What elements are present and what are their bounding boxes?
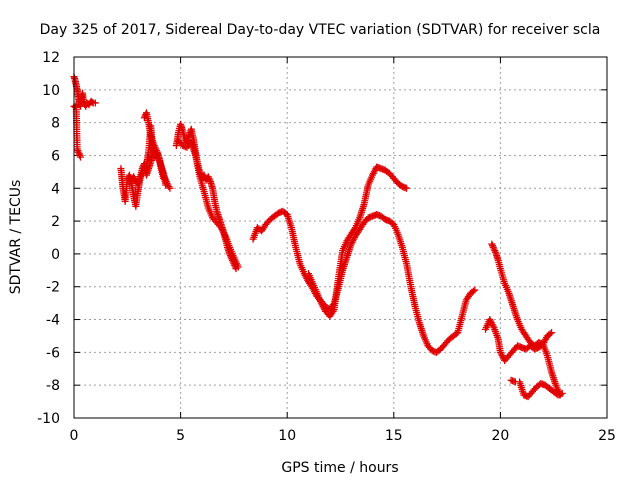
data-point: [134, 179, 142, 187]
y-tick-label: 10: [42, 83, 60, 99]
axis-ticks: 0 5 10 15 20 25 -10 -8 -6 -4 -2 0 2 4 6 8 10 12: [37, 50, 616, 444]
x-tick-label: 15: [385, 428, 403, 444]
data-point: [204, 173, 212, 181]
data-point: [350, 225, 358, 233]
y-axis-label: SDTVAR / TECUs: [8, 180, 24, 295]
y-tick-label: -4: [46, 313, 60, 329]
data-point: [137, 173, 145, 181]
data-point: [511, 378, 519, 386]
x-tick-label: 20: [491, 428, 509, 444]
data-point: [130, 173, 138, 181]
data-point: [403, 184, 411, 192]
data-point: [489, 242, 497, 250]
data-point: [489, 322, 497, 330]
x-tick-label: 10: [278, 428, 296, 444]
plot-frame: [73, 56, 608, 419]
data-point: [152, 145, 160, 153]
y-tick-label: 12: [42, 50, 60, 66]
data-point: [491, 248, 499, 256]
y-tick-label: 2: [51, 214, 60, 230]
data-point: [166, 184, 174, 192]
data-point: [162, 181, 170, 189]
data-point: [491, 247, 499, 255]
data-point: [74, 148, 82, 156]
data-point: [141, 165, 149, 173]
x-tick-label: 25: [598, 428, 616, 444]
data-point: [469, 287, 477, 295]
data-point: [150, 140, 158, 148]
data-point: [548, 329, 556, 337]
y-tick-label: -10: [37, 411, 60, 427]
data-point: [76, 153, 84, 161]
data-point: [471, 286, 479, 294]
y-tick-label: 0: [51, 247, 60, 263]
data-point: [142, 163, 150, 171]
x-axis-label: GPS time / hours: [281, 460, 398, 476]
data-point: [490, 245, 498, 253]
data-point: [488, 240, 496, 248]
y-tick-label: -8: [46, 378, 60, 394]
data-point: [558, 389, 566, 397]
data-point: [206, 176, 214, 184]
y-tick-label: -2: [46, 280, 60, 296]
data-point: [205, 174, 213, 182]
data-point: [91, 99, 99, 107]
data-point: [135, 178, 143, 186]
y-tick-label: 8: [51, 116, 60, 132]
y-tick-label: -6: [46, 345, 60, 361]
data-point: [136, 174, 144, 182]
data-point: [152, 147, 160, 155]
data-point: [149, 138, 157, 146]
data-point: [88, 98, 96, 106]
data-point: [140, 166, 148, 174]
data-point: [150, 142, 158, 150]
grid-lines: [74, 57, 607, 418]
y-tick-label: 6: [51, 148, 60, 164]
data-points: [70, 73, 566, 401]
chart-title: Day 325 of 2017, Sidereal Day-to-day VTE…: [40, 22, 601, 38]
data-point: [546, 330, 554, 338]
y-tick-label: 4: [51, 181, 60, 197]
data-point: [329, 307, 337, 315]
x-tick-label: 0: [70, 428, 79, 444]
x-tick-label: 5: [176, 428, 185, 444]
data-point: [489, 243, 497, 251]
data-point: [165, 183, 173, 191]
data-point: [221, 230, 229, 238]
data-point: [135, 176, 143, 184]
data-point: [234, 263, 242, 271]
data-point: [151, 143, 159, 151]
